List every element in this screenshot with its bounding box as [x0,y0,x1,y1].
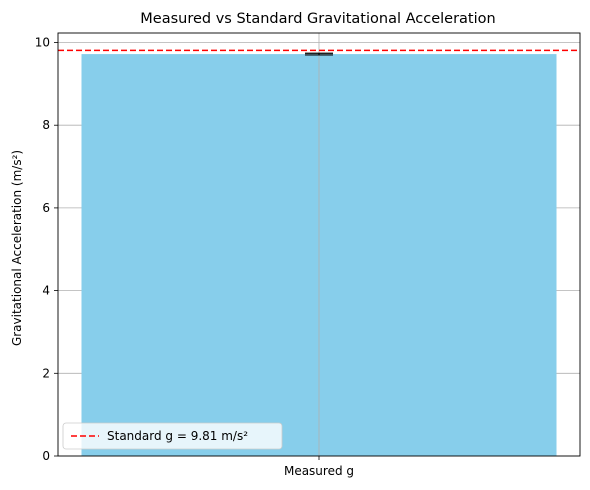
y-tick-label: 8 [42,118,50,132]
y-axis-label: Gravitational Acceleration (m/s²) [10,150,24,346]
bar-layer [81,33,557,456]
y-tick-label: 0 [42,449,50,463]
axis-layer: Measured g 0 2 4 6 8 10 [35,32,581,478]
y-tick-label: 10 [35,36,50,50]
legend-box [62,422,283,450]
plot-frame [57,32,581,457]
legend: Standard g = 9.81 m/s² [62,422,283,450]
chart-title: Measured vs Standard Gravitational Accel… [140,11,495,27]
x-tick-label: Measured g [284,464,354,478]
y-tick-label: 4 [42,284,50,298]
y-tick-label: 6 [42,201,50,215]
legend-label: Standard g = 9.81 m/s² [107,429,248,443]
y-tick-label: 2 [42,366,50,380]
